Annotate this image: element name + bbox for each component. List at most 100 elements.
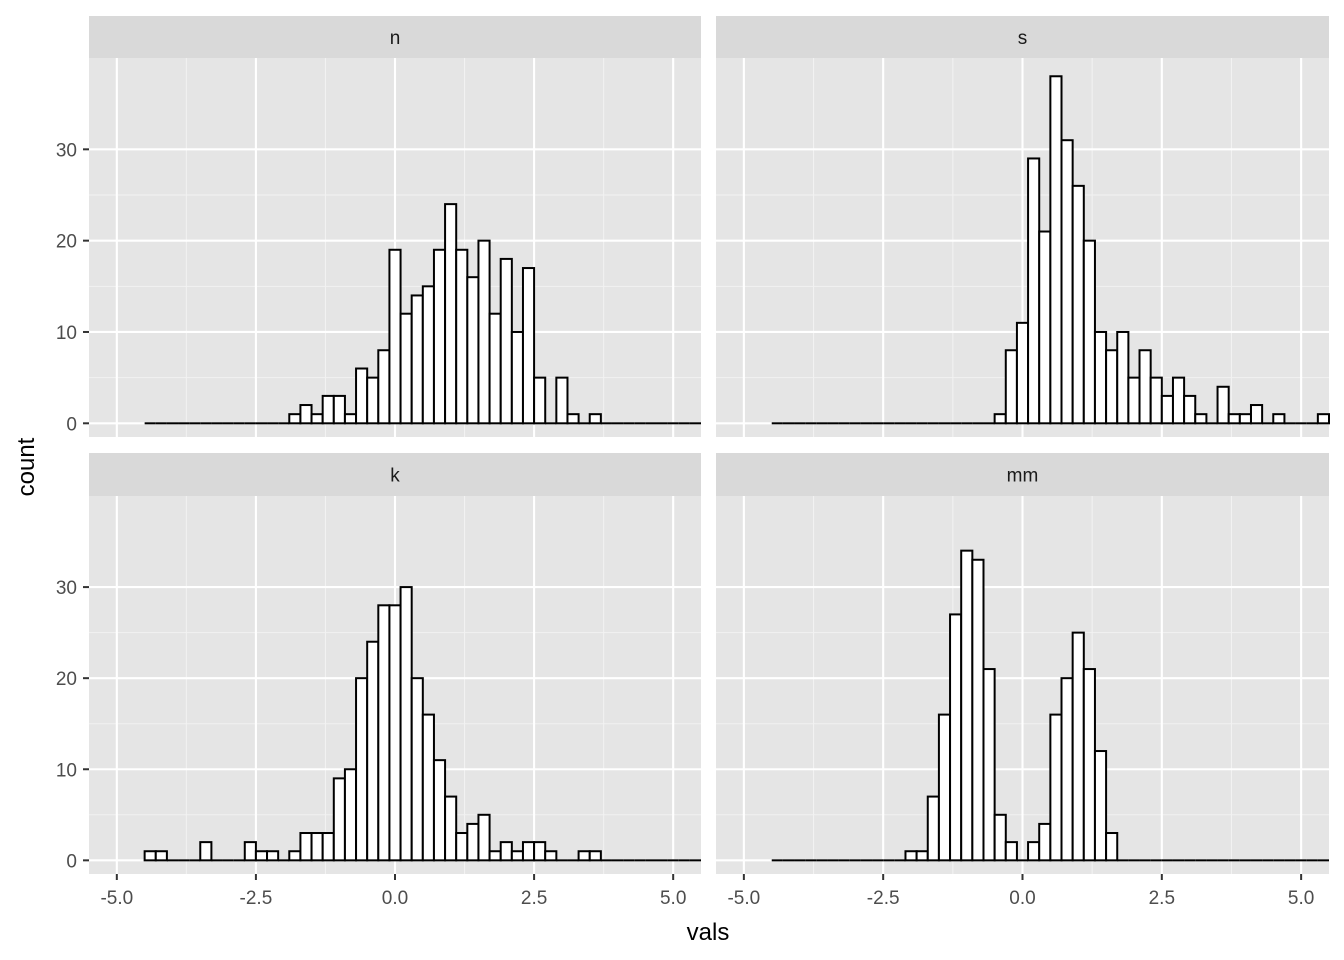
facet-panel-mm: mm -5.0 -2.5 0.0 2.5 5.0 bbox=[716, 453, 1329, 909]
histogram-bar bbox=[266, 850, 280, 862]
histogram-bar bbox=[510, 330, 524, 425]
histogram-bar bbox=[1171, 376, 1186, 425]
histogram-bar bbox=[421, 713, 435, 862]
histogram-bar bbox=[926, 795, 940, 862]
histogram-bar bbox=[410, 677, 424, 862]
histogram-bar bbox=[477, 239, 491, 425]
histogram-bar bbox=[1082, 239, 1096, 425]
y-tick-label: 30 bbox=[56, 578, 77, 599]
histogram-bar bbox=[388, 248, 402, 425]
histogram-bar bbox=[521, 267, 536, 425]
y-axis-title: count bbox=[13, 437, 40, 496]
histogram-bar bbox=[510, 850, 524, 862]
histogram-bar bbox=[993, 413, 1007, 425]
histogram-bar bbox=[1082, 668, 1096, 862]
histogram-bar bbox=[432, 248, 447, 425]
histogram-bar bbox=[1227, 413, 1241, 425]
histogram-bar bbox=[1060, 139, 1074, 425]
histogram-bar bbox=[399, 312, 413, 425]
histogram-bar bbox=[499, 257, 513, 425]
histogram-bar bbox=[366, 640, 380, 862]
y-tick-label: 20 bbox=[56, 232, 77, 253]
histogram-bar bbox=[533, 841, 547, 862]
histogram-bar bbox=[1071, 631, 1085, 862]
histogram-bar bbox=[254, 850, 269, 862]
facet-strip-label: mm bbox=[1007, 466, 1039, 487]
histogram-bar bbox=[1038, 822, 1052, 862]
histogram-bar bbox=[455, 832, 469, 862]
histogram-bar bbox=[466, 822, 480, 862]
histogram-bar bbox=[1216, 385, 1230, 425]
histogram-bar bbox=[1093, 750, 1108, 862]
histogram-bar bbox=[1105, 832, 1119, 862]
histogram-bar bbox=[971, 558, 985, 862]
histogram-bar bbox=[243, 841, 257, 862]
facet-panel-k: k 0 10 20 30 -5.0 -2.5 0.0 2.5 5.0 bbox=[56, 453, 701, 909]
histogram-bar bbox=[444, 203, 458, 425]
histogram-bar bbox=[477, 813, 491, 862]
histogram-bar bbox=[1160, 394, 1174, 425]
histogram-bar bbox=[993, 813, 1007, 862]
histogram-bar bbox=[1116, 330, 1130, 425]
facet-strip-label: n bbox=[390, 28, 401, 49]
x-tick-label: 5.0 bbox=[660, 888, 686, 909]
histogram-bar bbox=[288, 850, 302, 862]
x-tick-label: 0.0 bbox=[1009, 888, 1035, 909]
histogram-bar bbox=[399, 586, 413, 862]
histogram-bar bbox=[1093, 330, 1108, 425]
facet-panel-s: s bbox=[716, 16, 1330, 437]
histogram-bar bbox=[1238, 413, 1252, 425]
histogram-bar bbox=[154, 850, 168, 862]
histogram-bar bbox=[377, 349, 391, 425]
facet-panel-n: n 0 10 20 30 bbox=[56, 16, 701, 437]
histogram-bar bbox=[1105, 349, 1119, 425]
histogram-bar bbox=[937, 713, 952, 862]
histogram-bar bbox=[332, 777, 346, 862]
facet-strip bbox=[89, 16, 701, 58]
histogram-bar bbox=[949, 613, 963, 862]
histogram-bar bbox=[1049, 75, 1063, 425]
x-tick-label: -2.5 bbox=[240, 888, 273, 909]
histogram-bar bbox=[1060, 677, 1074, 862]
x-tick-label: 2.5 bbox=[1149, 888, 1175, 909]
histogram-bar bbox=[1316, 413, 1330, 425]
histogram-bars bbox=[144, 203, 701, 425]
facet-panels: n 0 10 20 30 s k 0 10 20 30 -5.0 -2.5 0.0 2.5 5.0 mm -5.0… bbox=[56, 16, 1330, 909]
histogram-bar bbox=[555, 376, 569, 425]
histogram-bar bbox=[488, 850, 502, 862]
y-tick-label: 10 bbox=[56, 760, 77, 781]
histogram-bar bbox=[1004, 841, 1018, 862]
histogram-bar bbox=[199, 841, 213, 862]
y-tick-label: 10 bbox=[56, 323, 77, 344]
facet-strip bbox=[89, 453, 701, 496]
histogram-bar bbox=[1027, 841, 1041, 862]
histogram-bar bbox=[410, 294, 424, 425]
histogram-bar bbox=[432, 759, 447, 862]
x-tick-label: -5.0 bbox=[727, 888, 760, 909]
y-tick-label: 0 bbox=[66, 414, 77, 435]
x-axis-title: vals bbox=[687, 919, 730, 946]
histogram-bar bbox=[1249, 404, 1264, 425]
facet-strip-label: s bbox=[1018, 28, 1028, 49]
histogram-bar bbox=[299, 404, 313, 425]
histogram-bars bbox=[771, 549, 1329, 862]
histogram-bar bbox=[299, 832, 313, 862]
histogram-bar bbox=[982, 668, 996, 862]
histogram-bar bbox=[421, 285, 435, 425]
y-tick-label: 0 bbox=[66, 851, 77, 872]
histogram-bar bbox=[915, 850, 929, 862]
histogram-bar bbox=[488, 312, 502, 425]
x-tick-label: 2.5 bbox=[521, 888, 547, 909]
x-tick-label: 0.0 bbox=[382, 888, 408, 909]
histogram-bar bbox=[1272, 413, 1286, 425]
y-tick-label: 20 bbox=[56, 669, 77, 690]
histogram-bar bbox=[521, 841, 536, 862]
facet-strip-label: k bbox=[390, 466, 400, 487]
histogram-bar bbox=[310, 832, 324, 862]
histogram-bar bbox=[577, 850, 591, 862]
histogram-bar bbox=[355, 367, 369, 425]
histogram-bar bbox=[1015, 321, 1030, 425]
histogram-bar bbox=[444, 795, 458, 862]
x-tick-label: 5.0 bbox=[1288, 888, 1314, 909]
